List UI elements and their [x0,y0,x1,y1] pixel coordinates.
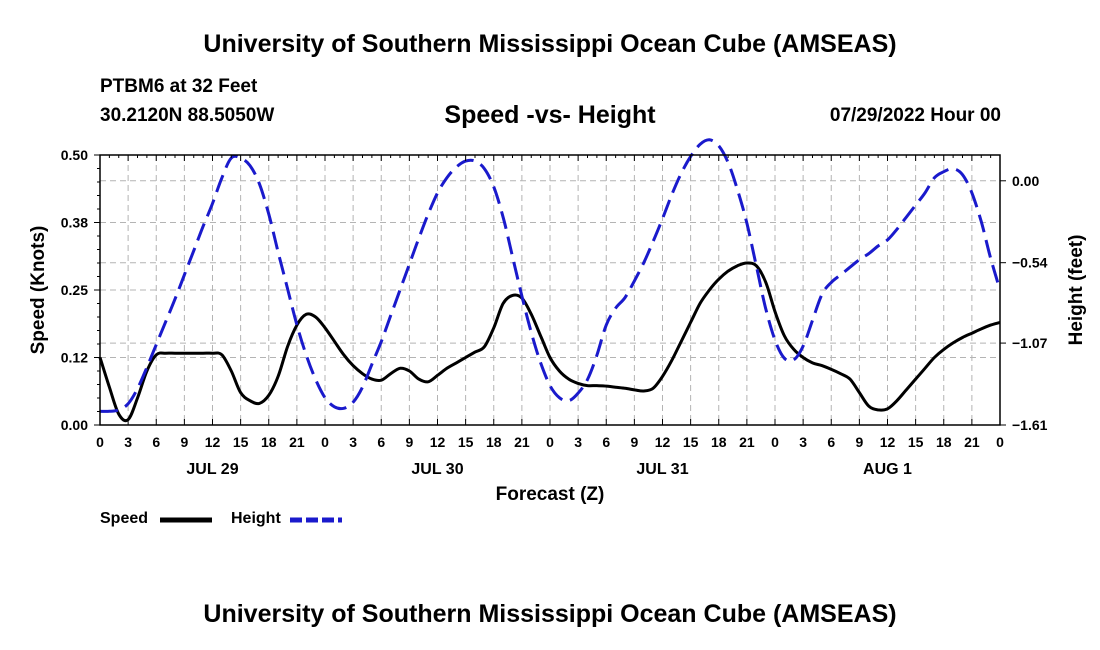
x-tick-label: 12 [430,434,446,450]
footer-title: University of Southern Mississippi Ocean… [203,600,897,628]
legend-speed-label: Speed [100,510,149,527]
coordinates-label: 30.2120N 88.5050W [100,105,275,126]
main-title: University of Southern Mississippi Ocean… [203,30,897,58]
y2-tick-label: 0.00 [1012,173,1039,189]
x-tick-label: 6 [602,434,610,450]
series-line-height [99,138,1002,413]
y2-tick-label: −0.54 [1012,255,1048,271]
x-tick-label: 21 [739,434,755,450]
x-tick-label: 15 [458,434,474,450]
y-axis-label: Speed (Knots) [28,226,49,355]
y-tick-label: 0.38 [61,215,88,231]
x-tick-label: 15 [908,434,924,450]
x-tick-label: 0 [546,434,554,450]
chart-subtitle: Speed -vs- Height [444,101,656,129]
x-tick-label: 15 [233,434,249,450]
x-tick-label: 9 [180,434,188,450]
series-layer [98,138,1002,423]
x-tick-label: 0 [321,434,329,450]
x-tick-label: 3 [349,434,357,450]
grid [100,155,1000,425]
tick-layer: 0 3 6 9 12 15 18 21 0 3 6 9 12 15 18 21 0 3 6 9 12 15 18 21 0 3 6 9… [61,147,1048,478]
date-label: JUL 31 [636,461,688,478]
x-tick-label: 9 [405,434,413,450]
y-tick-label: 0.25 [61,282,88,298]
x-tick-label: 18 [711,434,727,450]
x-tick-label: 0 [96,434,104,450]
x-tick-label: 0 [996,434,1004,450]
x-tick-label: 6 [152,434,160,450]
y-tick-label: 0.50 [61,147,88,163]
x-tick-label: 12 [205,434,221,450]
y2-tick-label: −1.07 [1012,335,1048,351]
x-tick-label: 9 [855,434,863,450]
forecast-date: 07/29/2022 Hour 00 [829,105,1001,126]
x-tick-label: 21 [964,434,980,450]
x-tick-label: 21 [289,434,305,450]
station-label: PTBM6 at 32 Feet [100,76,258,97]
x-tick-label: 12 [655,434,671,450]
x-tick-label: 0 [771,434,779,450]
x-tick-label: 3 [124,434,132,450]
date-label: JUL 29 [186,461,238,478]
date-label: AUG 1 [863,461,912,478]
legend-height-label: Height [231,510,281,527]
date-label: JUL 30 [411,461,463,478]
x-tick-label: 3 [574,434,582,450]
y-tick-label: 0.00 [61,417,88,433]
x-tick-label: 15 [683,434,699,450]
y2-tick-label: −1.61 [1012,417,1048,433]
x-tick-label: 18 [261,434,277,450]
x-tick-label: 21 [514,434,530,450]
x-tick-label: 6 [827,434,835,450]
x-tick-label: 9 [630,434,638,450]
y2-axis-label: Height (feet) [1066,235,1087,346]
x-tick-label: 3 [799,434,807,450]
series-line-speed [98,261,1001,423]
x-tick-label: 18 [936,434,952,450]
x-tick-label: 18 [486,434,502,450]
x-tick-label: 12 [880,434,896,450]
y-tick-label: 0.12 [61,350,88,366]
x-axis-label: Forecast (Z) [496,484,605,505]
x-tick-label: 6 [377,434,385,450]
